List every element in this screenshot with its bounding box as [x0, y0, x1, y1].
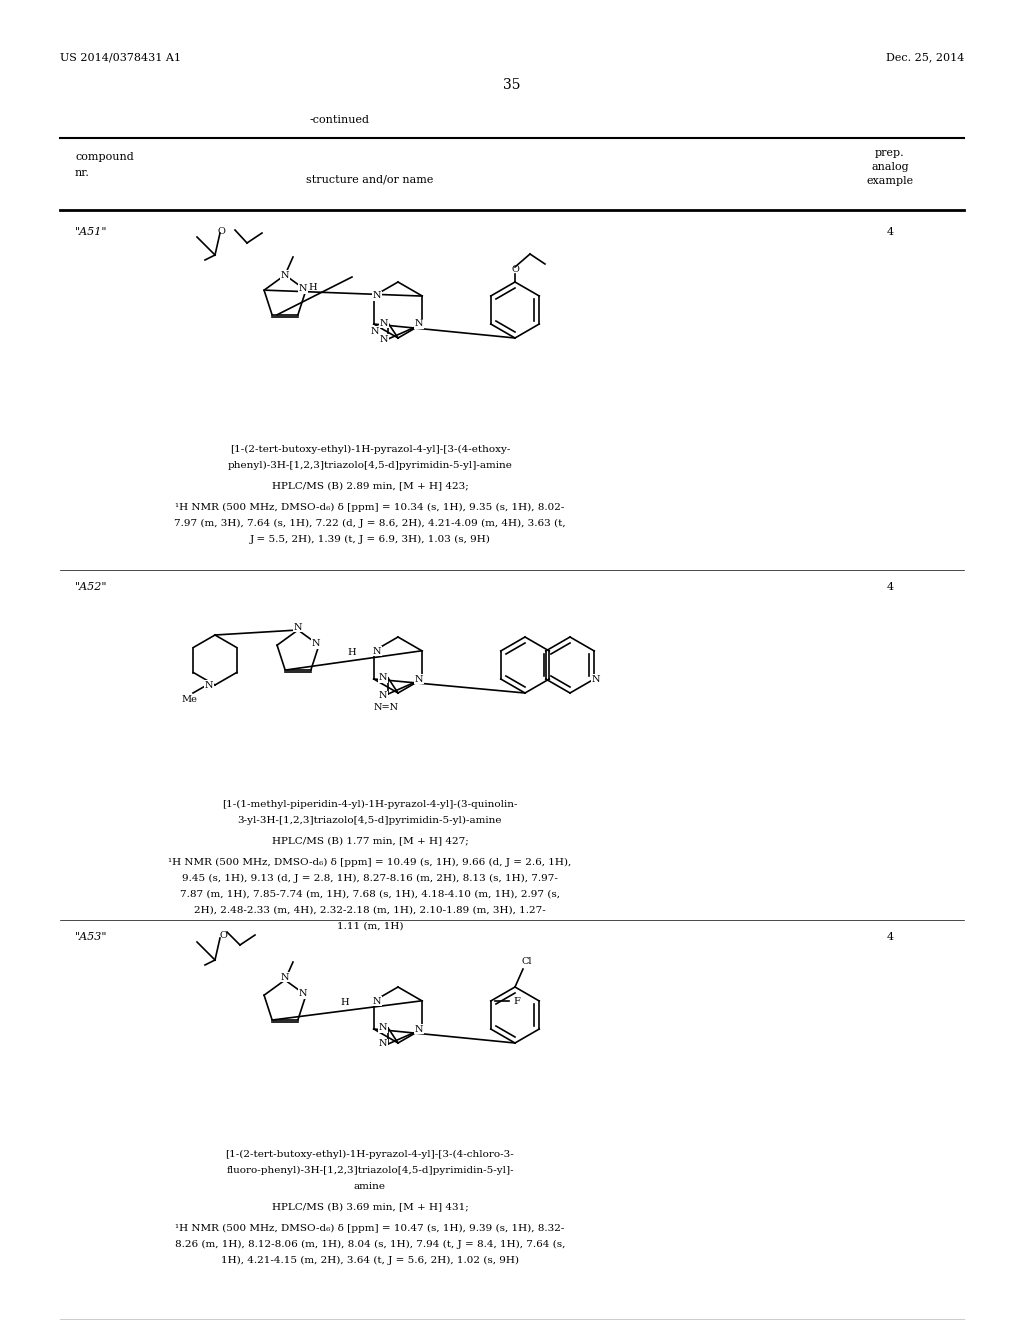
Text: "A53": "A53" [75, 932, 108, 942]
Text: 4: 4 [887, 582, 894, 591]
Text: H: H [308, 284, 316, 293]
Text: N: N [299, 989, 307, 998]
Text: compound: compound [75, 152, 134, 162]
Text: Cl: Cl [522, 957, 532, 965]
Text: H: H [341, 998, 349, 1007]
Text: amine: amine [354, 1181, 386, 1191]
Text: 4: 4 [887, 227, 894, 238]
Text: HPLC/MS (B) 2.89 min, [M + H] 423;: HPLC/MS (B) 2.89 min, [M + H] 423; [271, 480, 468, 490]
Text: N: N [294, 623, 302, 631]
Text: J = 5.5, 2H), 1.39 (t, J = 6.9, 3H), 1.03 (s, 9H): J = 5.5, 2H), 1.39 (t, J = 6.9, 3H), 1.0… [250, 535, 490, 544]
Text: N: N [373, 292, 381, 301]
Text: N: N [592, 675, 600, 684]
Text: phenyl)-3H-[1,2,3]triazolo[4,5-d]pyrimidin-5-yl]-amine: phenyl)-3H-[1,2,3]triazolo[4,5-d]pyrimid… [227, 461, 512, 470]
Text: N: N [379, 673, 387, 682]
Text: 7.97 (m, 3H), 7.64 (s, 1H), 7.22 (d, J = 8.6, 2H), 4.21-4.09 (m, 4H), 3.63 (t,: 7.97 (m, 3H), 7.64 (s, 1H), 7.22 (d, J =… [174, 519, 566, 528]
Text: structure and/or name: structure and/or name [306, 176, 434, 185]
Text: N: N [373, 997, 381, 1006]
Text: "A51": "A51" [75, 227, 108, 238]
Text: 4: 4 [887, 932, 894, 942]
Text: -continued: -continued [310, 115, 370, 125]
Text: N: N [380, 334, 388, 343]
Text: analog: analog [871, 162, 909, 172]
Text: O: O [219, 932, 227, 940]
Text: HPLC/MS (B) 3.69 min, [M + H] 431;: HPLC/MS (B) 3.69 min, [M + H] 431; [271, 1203, 468, 1210]
Text: 9.45 (s, 1H), 9.13 (d, J = 2.8, 1H), 8.27-8.16 (m, 2H), 8.13 (s, 1H), 7.97-: 9.45 (s, 1H), 9.13 (d, J = 2.8, 1H), 8.2… [182, 874, 558, 883]
Text: N: N [281, 973, 289, 982]
Text: ¹H NMR (500 MHz, DMSO-d₆) δ [ppm] = 10.47 (s, 1H), 9.39 (s, 1H), 8.32-: ¹H NMR (500 MHz, DMSO-d₆) δ [ppm] = 10.4… [175, 1224, 564, 1233]
Text: 3-yl-3H-[1,2,3]triazolo[4,5-d]pyrimidin-5-yl)-amine: 3-yl-3H-[1,2,3]triazolo[4,5-d]pyrimidin-… [238, 816, 502, 825]
Text: O: O [217, 227, 225, 236]
Text: N: N [380, 318, 388, 327]
Text: N: N [379, 1023, 387, 1032]
Text: N: N [379, 1040, 387, 1048]
Text: H: H [347, 648, 356, 657]
Text: HPLC/MS (B) 1.77 min, [M + H] 427;: HPLC/MS (B) 1.77 min, [M + H] 427; [271, 836, 468, 845]
Text: N: N [415, 675, 424, 684]
Text: N: N [281, 271, 289, 280]
Text: 1H), 4.21-4.15 (m, 2H), 3.64 (t, J = 5.6, 2H), 1.02 (s, 9H): 1H), 4.21-4.15 (m, 2H), 3.64 (t, J = 5.6… [221, 1257, 519, 1265]
Text: 2H), 2.48-2.33 (m, 4H), 2.32-2.18 (m, 1H), 2.10-1.89 (m, 3H), 1.27-: 2H), 2.48-2.33 (m, 4H), 2.32-2.18 (m, 1H… [195, 906, 546, 915]
Text: 8.26 (m, 1H), 8.12-8.06 (m, 1H), 8.04 (s, 1H), 7.94 (t, J = 8.4, 1H), 7.64 (s,: 8.26 (m, 1H), 8.12-8.06 (m, 1H), 8.04 (s… [175, 1239, 565, 1249]
Text: N: N [379, 692, 387, 701]
Text: N=N: N=N [374, 704, 398, 713]
Text: "A52": "A52" [75, 582, 108, 591]
Text: N: N [415, 319, 424, 329]
Text: N: N [373, 647, 381, 656]
Text: ¹H NMR (500 MHz, DMSO-d₆) δ [ppm] = 10.49 (s, 1H), 9.66 (d, J = 2.6, 1H),: ¹H NMR (500 MHz, DMSO-d₆) δ [ppm] = 10.4… [168, 858, 571, 867]
Text: N: N [371, 326, 379, 335]
Text: 7.87 (m, 1H), 7.85-7.74 (m, 1H), 7.68 (s, 1H), 4.18-4.10 (m, 1H), 2.97 (s,: 7.87 (m, 1H), 7.85-7.74 (m, 1H), 7.68 (s… [180, 890, 560, 899]
Text: fluoro-phenyl)-3H-[1,2,3]triazolo[4,5-d]pyrimidin-5-yl]-: fluoro-phenyl)-3H-[1,2,3]triazolo[4,5-d]… [226, 1166, 514, 1175]
Text: N: N [205, 681, 213, 689]
Text: prep.: prep. [876, 148, 905, 158]
Text: 35: 35 [503, 78, 521, 92]
Text: US 2014/0378431 A1: US 2014/0378431 A1 [60, 51, 181, 62]
Text: N: N [415, 1024, 424, 1034]
Text: N: N [299, 284, 307, 293]
Text: [1-(1-methyl-piperidin-4-yl)-1H-pyrazol-4-yl]-(3-quinolin-: [1-(1-methyl-piperidin-4-yl)-1H-pyrazol-… [222, 800, 518, 809]
Text: Dec. 25, 2014: Dec. 25, 2014 [886, 51, 964, 62]
Text: ¹H NMR (500 MHz, DMSO-d₆) δ [ppm] = 10.34 (s, 1H), 9.35 (s, 1H), 8.02-: ¹H NMR (500 MHz, DMSO-d₆) δ [ppm] = 10.3… [175, 503, 564, 512]
Text: N: N [311, 639, 321, 648]
Text: nr.: nr. [75, 168, 90, 178]
Text: example: example [866, 176, 913, 186]
Text: O: O [511, 265, 519, 275]
Text: 1.11 (m, 1H): 1.11 (m, 1H) [337, 921, 403, 931]
Text: [1-(2-tert-butoxy-ethyl)-1H-pyrazol-4-yl]-[3-(4-ethoxy-: [1-(2-tert-butoxy-ethyl)-1H-pyrazol-4-yl… [229, 445, 510, 454]
Text: [1-(2-tert-butoxy-ethyl)-1H-pyrazol-4-yl]-[3-(4-chloro-3-: [1-(2-tert-butoxy-ethyl)-1H-pyrazol-4-yl… [225, 1150, 514, 1159]
Text: Me: Me [181, 694, 197, 704]
Text: F: F [513, 997, 520, 1006]
